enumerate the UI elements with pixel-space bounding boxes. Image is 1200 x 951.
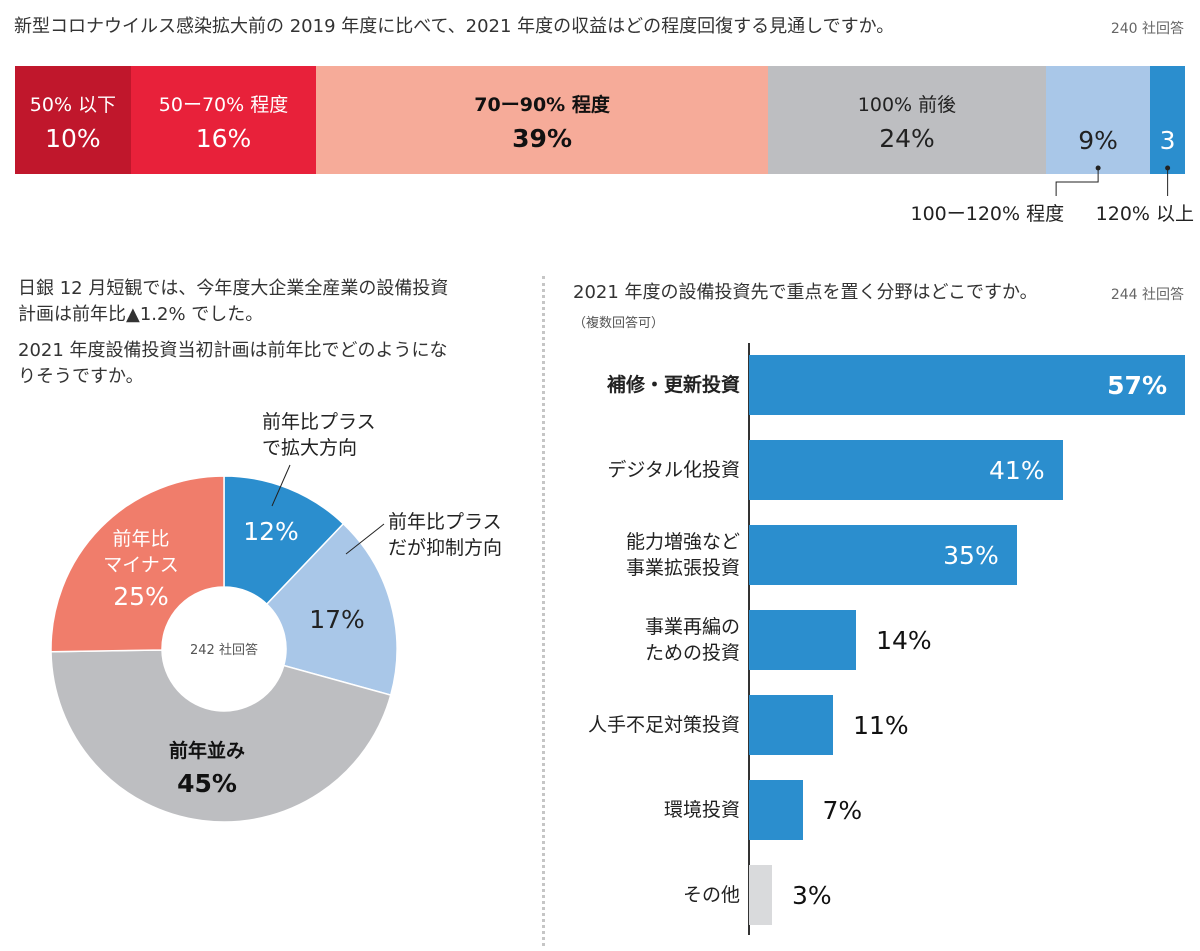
hbar-5 <box>749 695 834 755</box>
donut-value-label: 12% <box>243 517 299 546</box>
hbar-category-line: 事業拡張投資 <box>625 557 740 579</box>
donut-value-label: 45% <box>177 769 237 798</box>
stacked-bar-leader-lines <box>1055 165 1171 196</box>
chart1-title: 新型コロナウイルス感染拡大前の 2019 年度に比べて、2021 年度の収益はど… <box>14 16 895 37</box>
segment-value: 10% <box>45 124 101 153</box>
hbar-value-label: 35% <box>943 540 999 570</box>
segment-value: 24% <box>879 124 935 153</box>
stacked-segment-5: 9% <box>1045 66 1151 174</box>
hbar-value-label: 14% <box>876 625 932 655</box>
donut-leader-line <box>345 523 385 555</box>
hbar-category-label: その他 <box>683 882 740 908</box>
hbar-category-line: 補修・更新投資 <box>606 374 740 396</box>
hbar-category-line: 事業再編の <box>644 616 740 638</box>
hbar-category-line: デジタル化投資 <box>607 459 740 481</box>
segment-label: 50% 以下 <box>29 94 117 116</box>
segment-value: 39% <box>512 124 572 153</box>
hbar-category-line: その他 <box>682 884 740 906</box>
hbar-4 <box>749 610 857 670</box>
hbar-category-label: 環境投資 <box>664 797 740 823</box>
hbar-category-label: 人手不足対策投資 <box>588 712 740 738</box>
segment-value: 9% <box>1078 126 1118 155</box>
donut-category-label: 前年並み <box>169 739 245 762</box>
stacked-segment-4: 100% 前後 24% <box>767 66 1046 174</box>
hbar-value-label: 7% <box>822 795 863 825</box>
hbar-category-label: デジタル化投資 <box>607 457 740 483</box>
stacked-segment-3: 70ー90% 程度 39% <box>316 66 768 174</box>
donut-slice-2 <box>265 522 398 697</box>
chart3-subtitle: （複数回答可） <box>573 316 665 331</box>
donut-slice-4 <box>50 475 225 653</box>
donut-chart: 242 社回答12%17%45%25%前年並み前年比マイナス前年比プラスで拡大方… <box>50 411 502 823</box>
hbar-value-label: 3% <box>791 880 832 910</box>
donut-outside-label: で拡大方向 <box>262 437 357 459</box>
stacked-segment-2: 50ー70% 程度 16% <box>130 66 317 174</box>
segment-value: 3 <box>1159 126 1176 155</box>
question-line: りそうですか。 <box>18 366 144 387</box>
donut-outside-label: 前年比プラス <box>388 511 502 533</box>
question-line: 日銀 12 月短観では、今年度大企業全産業の設備投資 <box>18 278 449 299</box>
donut-slice-3 <box>50 649 392 823</box>
segment-label: 50ー70% 程度 <box>158 94 289 116</box>
hbar-3 <box>749 525 1017 585</box>
question-line: 計画は前年比▲1.2% でした。 <box>18 304 264 325</box>
donut-value-label: 25% <box>113 582 169 611</box>
hbar-category-line: 環境投資 <box>663 799 740 821</box>
hbar-category-line: 能力増強など <box>625 531 740 553</box>
donut-slice-1 <box>223 475 345 606</box>
donut-value-label: 17% <box>309 605 365 634</box>
segment-label: 100% 前後 <box>857 94 957 116</box>
hbar-7 <box>749 865 772 925</box>
hbar-6 <box>749 780 803 840</box>
donut-outside-label: 前年比プラス <box>262 411 376 433</box>
question-line: 2021 年度設備投資当初計画は前年比でどのようにな <box>18 340 448 361</box>
segment-value: 16% <box>195 124 252 153</box>
donut-category-label: 前年比 <box>112 528 169 550</box>
donut-outside-label: だが抑制方向 <box>388 537 502 559</box>
hbar-category-label: 能力増強など 事業拡張投資 <box>626 529 740 581</box>
segment-outside-label: 100ー120% 程度 <box>910 203 1065 225</box>
hbar-category-label: 事業再編のための投資 <box>645 614 740 666</box>
hbar-category-label: 補修・更新投資 <box>607 372 740 398</box>
hbar-category-line: 人手不足対策投資 <box>587 714 740 736</box>
segment-label: 70ー90% 程度 <box>474 94 610 116</box>
hbar-value-label: 57% <box>1107 370 1167 400</box>
hbar-value-label: 41% <box>989 455 1045 485</box>
donut-category-label: マイナス <box>103 554 179 576</box>
stacked-segment-1: 50% 以下 10% <box>15 66 131 174</box>
donut-center-text: 242 社回答 <box>190 642 258 658</box>
chart3-title: 2021 年度の設備投資先で重点を置く分野はどこですか。 <box>573 282 1038 303</box>
chart1-respondents: 240 社回答 <box>1110 21 1184 37</box>
hbar-2 <box>749 440 1063 500</box>
hbar-1 <box>749 355 1185 415</box>
donut-leader-line <box>271 464 291 507</box>
chart3-respondents: 244 社回答 <box>1110 287 1184 303</box>
leader-line <box>1055 168 1099 196</box>
stacked-segment-6: 3 <box>1150 66 1185 174</box>
hbar-value-label: 11% <box>853 710 909 740</box>
hbar-category-line: ための投資 <box>644 642 740 664</box>
section-divider <box>542 276 545 946</box>
segment-outside-label: 120% 以上 <box>1095 203 1194 225</box>
